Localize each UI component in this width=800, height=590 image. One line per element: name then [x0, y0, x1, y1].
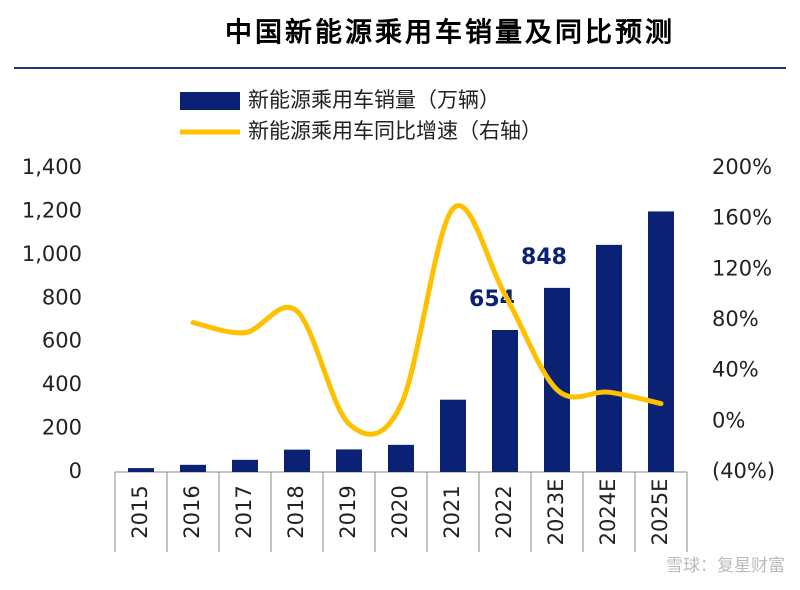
bar: [284, 449, 310, 472]
y2-tick-label: 160%: [712, 206, 772, 230]
bar: [492, 329, 518, 472]
x-tick-label: 2024E: [596, 479, 620, 546]
y-tick-label: 1,000: [22, 242, 82, 266]
y2-tick-label: 200%: [712, 155, 772, 179]
bar: [180, 464, 206, 472]
x-tick-label: 2018: [284, 485, 308, 538]
y-tick-label: 800: [42, 285, 82, 309]
y-tick-label: 600: [42, 329, 82, 353]
y2-tick-label: 0%: [712, 408, 745, 432]
y2-tick-label: 120%: [712, 256, 772, 280]
bar: [596, 244, 622, 472]
y-tick-label: 0: [69, 459, 82, 483]
y2-tick-label: 40%: [712, 358, 759, 382]
x-tick-label: 2025E: [648, 479, 672, 546]
bar: [648, 211, 674, 472]
x-tick-label: 2022: [492, 485, 516, 538]
chart-title: 中国新能源乘用车销量及同比预测: [225, 17, 675, 49]
y-tick-label: 400: [42, 372, 82, 396]
x-tick-label: 2019: [336, 485, 360, 538]
data-label: 848: [521, 245, 567, 270]
legend-label: 新能源乘用车销量（万辆）: [248, 88, 500, 112]
y2-tick-label: 80%: [712, 307, 759, 331]
legend-swatch: [180, 92, 240, 110]
x-tick-label: 2023E: [544, 479, 568, 546]
y2-tick-label: (40%): [712, 459, 775, 483]
line: [190, 203, 664, 437]
watermark: 雪球：复星财富: [666, 556, 785, 576]
x-tick-label: 2020: [388, 485, 412, 538]
bar: [128, 468, 154, 472]
y-tick-label: 1,400: [22, 155, 82, 179]
x-tick-label: 2017: [232, 485, 256, 538]
bar: [232, 459, 258, 472]
x-tick-label: 2016: [180, 485, 204, 538]
x-tick-label: 2021: [440, 485, 464, 538]
y-tick-label: 200: [42, 416, 82, 440]
x-tick-label: 2015: [128, 485, 152, 538]
legend-label: 新能源乘用车同比增速（右轴）: [248, 119, 542, 143]
bar: [440, 399, 466, 472]
bar: [388, 444, 414, 472]
bar: [336, 449, 362, 472]
y-tick-label: 1,200: [22, 198, 82, 222]
